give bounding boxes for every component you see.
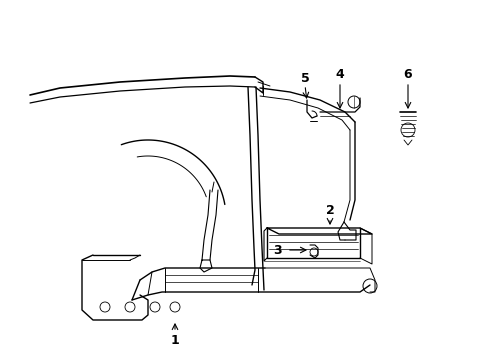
- Text: 6: 6: [403, 68, 411, 81]
- Text: 2: 2: [325, 203, 334, 216]
- Text: 1: 1: [170, 333, 179, 346]
- Text: 3: 3: [273, 243, 282, 256]
- Text: 5: 5: [300, 72, 309, 85]
- Text: 4: 4: [335, 68, 344, 81]
